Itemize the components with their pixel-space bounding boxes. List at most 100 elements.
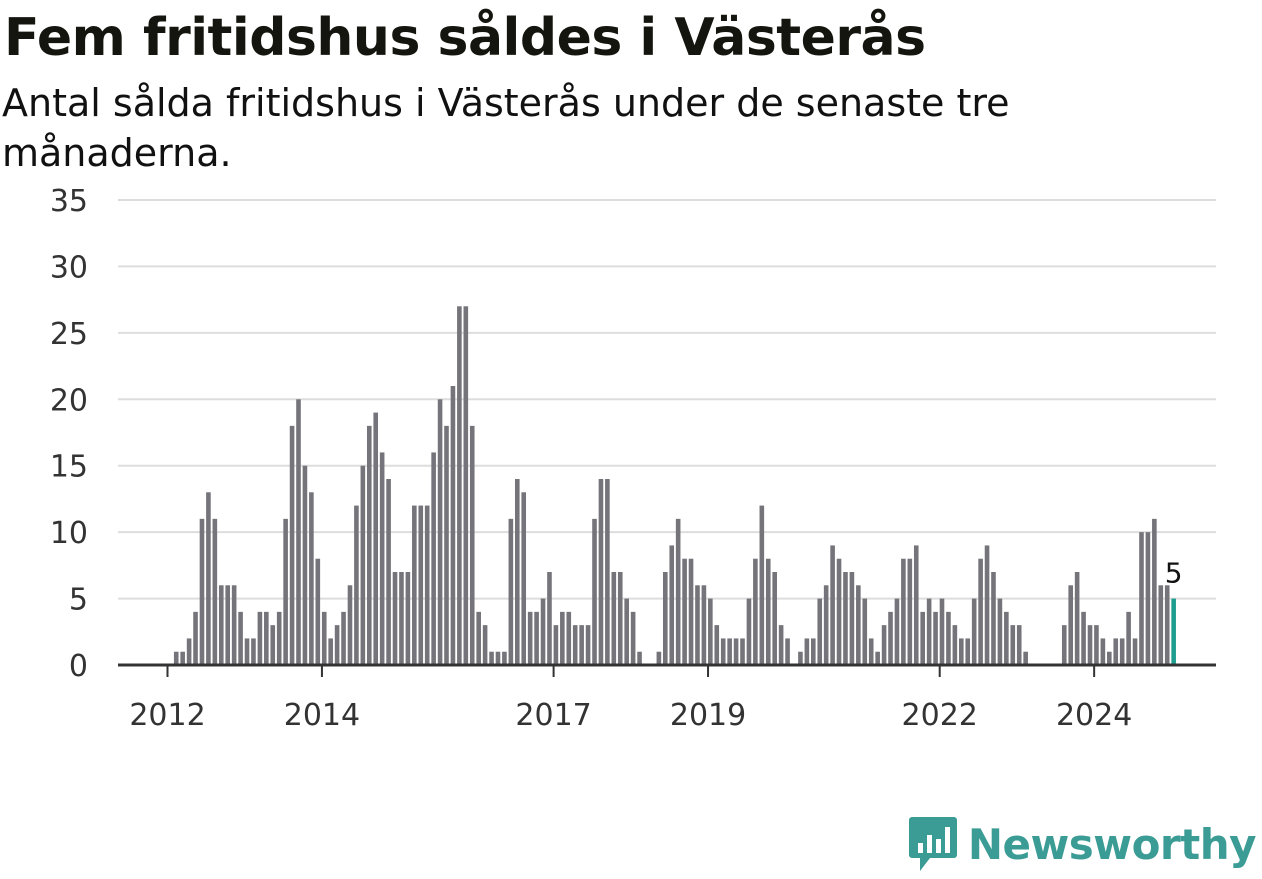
bar: [489, 651, 494, 665]
bar: [759, 505, 765, 665]
bars: 5: [118, 306, 1216, 667]
bar: [482, 625, 488, 665]
bar: [1081, 611, 1086, 665]
bar: [669, 545, 675, 665]
bar: [637, 651, 642, 665]
bar: [946, 611, 951, 665]
x-tick-label: 2012: [129, 698, 205, 733]
bar: [901, 558, 906, 665]
x-axis-ticks: 2012 2014 2017 2019 2022 2024: [129, 665, 1132, 733]
newsworthy-logo: Newsworthy: [908, 815, 1257, 873]
bar: [553, 625, 559, 665]
bar: [366, 425, 372, 665]
bar: [1132, 638, 1138, 665]
bar: [347, 585, 353, 665]
bar: [186, 638, 192, 665]
bar: [1164, 585, 1170, 665]
bar: [328, 638, 333, 665]
bar: [1061, 625, 1067, 665]
bar: [881, 625, 887, 665]
bar: [662, 572, 668, 665]
bar: [283, 518, 288, 665]
bar: [572, 625, 578, 665]
bar: [971, 598, 977, 665]
bar: [997, 598, 1003, 665]
bar: [1087, 625, 1093, 665]
bar: [959, 638, 964, 665]
bar: [823, 585, 829, 665]
x-tick-label: 2019: [670, 698, 746, 733]
bar: [1094, 625, 1099, 665]
bar: [714, 625, 720, 665]
bar: [457, 306, 462, 665]
bar: [856, 585, 861, 665]
bar: [231, 585, 237, 665]
bar: [617, 572, 623, 665]
bar: [920, 611, 925, 665]
bar: [444, 425, 449, 665]
bar: [476, 611, 481, 665]
x-tick-label: 2017: [515, 698, 591, 733]
y-tick-label: 5: [69, 583, 88, 618]
brand-name: Newsworthy: [967, 819, 1257, 869]
bar: [321, 611, 327, 665]
bar: [540, 598, 546, 665]
bar: [875, 651, 880, 665]
highlight-value-label: 5: [1165, 557, 1183, 590]
bar: [560, 611, 565, 665]
bar: [817, 598, 823, 665]
bar: [212, 518, 218, 665]
bar: [682, 558, 687, 665]
bar: [547, 572, 552, 665]
x-tick-label: 2014: [284, 698, 360, 733]
bar: [913, 545, 919, 665]
bar: [296, 399, 301, 665]
y-tick-label: 0: [69, 649, 88, 684]
bar: [225, 585, 231, 665]
bar: [392, 572, 398, 665]
bar: [1113, 638, 1119, 665]
bar: [206, 492, 211, 665]
bar: [354, 505, 359, 665]
bar: [431, 452, 436, 665]
bar: [585, 625, 591, 665]
y-tick-label: 25: [50, 317, 88, 352]
bar: [360, 465, 366, 665]
bar: [843, 572, 848, 665]
bar: [1119, 638, 1125, 665]
bar: [836, 558, 842, 665]
bar: [675, 518, 681, 665]
bar: [173, 651, 179, 665]
bar: [746, 598, 752, 665]
bar: [514, 479, 520, 665]
bar-chart-logo-icon: [908, 817, 957, 871]
bar: [868, 638, 874, 665]
y-tick-label: 20: [50, 383, 88, 418]
grid-lines: [118, 199, 1216, 600]
bar: [251, 638, 256, 665]
bar: [289, 425, 295, 665]
bar: [1074, 572, 1080, 665]
bar: [379, 452, 385, 665]
bar: [656, 651, 662, 665]
bar: [1023, 651, 1028, 665]
bar: [1107, 651, 1112, 665]
bar: [733, 638, 739, 665]
bar: [772, 572, 777, 665]
chart-subtitle: Antal sålda fritidshus i Västerås under …: [2, 81, 1010, 175]
bar: [1126, 611, 1131, 665]
bar: [701, 585, 707, 665]
bar: [566, 611, 572, 665]
bar: [785, 638, 790, 665]
bar: [888, 611, 893, 665]
bar: [334, 625, 340, 665]
bar: [598, 479, 604, 665]
y-tick-label: 10: [50, 516, 88, 551]
bar: [424, 505, 430, 665]
bar: [991, 572, 996, 665]
x-tick-label: 2024: [1056, 698, 1132, 733]
bar: [270, 625, 276, 665]
bar: [804, 638, 810, 665]
bar: [309, 492, 314, 665]
bar-chart: 5 0 5 10 15 20 25 30 35 2012 2014 2017 2019 2022 202…: [50, 184, 1216, 733]
